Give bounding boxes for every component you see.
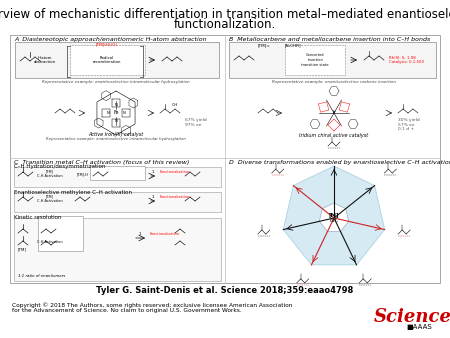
Text: Tyler G. Saint-Denis et al. Science 2018;359:eaao4798: Tyler G. Saint-Denis et al. Science 2018…	[96, 286, 354, 295]
Text: Functionalization: Functionalization	[160, 195, 190, 199]
Text: [TM]: [TM]	[18, 247, 27, 251]
Polygon shape	[320, 203, 349, 232]
FancyBboxPatch shape	[15, 42, 219, 78]
Text: Fig. 1 Overview of mechanistic differentiation in transition metal–mediated enan: Fig. 1 Overview of mechanistic different…	[0, 8, 450, 21]
Text: 1: 1	[152, 170, 154, 174]
Text: C  Transition metal C–H activation (focus of this review): C Transition metal C–H activation (focus…	[14, 160, 189, 165]
Text: Representative example: enantioselective intramolecular hydroxylation: Representative example: enantioselective…	[42, 80, 190, 84]
Text: Science: Science	[374, 308, 450, 326]
Text: [TM]=: [TM]=	[258, 43, 271, 47]
Text: Copyright © 2018 The Authors, some rights reserved; exclusive licensee American : Copyright © 2018 The Authors, some right…	[12, 302, 292, 313]
Text: N: N	[115, 119, 117, 123]
Text: Representative example: enantioselective carbene insertion: Representative example: enantioselective…	[272, 80, 396, 84]
Text: Ir: Ir	[332, 111, 336, 116]
Text: Radical
recombination: Radical recombination	[93, 56, 121, 64]
Text: N: N	[115, 103, 117, 107]
Text: 30% yield
57% ee
0.1 d +: 30% yield 57% ee 0.1 d +	[398, 118, 420, 131]
Text: Active Iron(III) catalyst: Active Iron(III) catalyst	[89, 132, 144, 137]
Text: Rh(II): S, 1-98: Rh(II): S, 1-98	[389, 56, 416, 60]
Text: Functionalization: Functionalization	[150, 232, 180, 236]
FancyBboxPatch shape	[90, 166, 145, 180]
Text: H-atom
abstraction: H-atom abstraction	[34, 56, 56, 64]
FancyBboxPatch shape	[229, 42, 436, 78]
Text: 1: 1	[139, 232, 141, 236]
Text: 67% yield
97% ee: 67% yield 97% ee	[185, 118, 207, 127]
Text: Representative example: enantioselective intramolecular hydroxylation: Representative example: enantioselective…	[46, 137, 186, 141]
FancyBboxPatch shape	[14, 167, 221, 187]
Text: C–H Hydration/desymmetrization: C–H Hydration/desymmetrization	[14, 164, 105, 169]
Text: [TM]-H: [TM]-H	[77, 172, 89, 176]
FancyBboxPatch shape	[285, 45, 345, 75]
FancyBboxPatch shape	[14, 192, 221, 212]
Text: Functionalization: Functionalization	[160, 170, 190, 174]
Text: [N₂CHR]: [N₂CHR]	[285, 43, 302, 47]
Text: functionalization.: functionalization.	[174, 18, 276, 31]
Text: B  Metallocarbene and metallocarbene insertion into C–H bonds: B Metallocarbene and metallocarbene inse…	[229, 37, 430, 42]
Text: [M]: [M]	[329, 213, 339, 217]
Text: 1:1 ratio of enantiomers: 1:1 ratio of enantiomers	[18, 274, 65, 278]
Text: C-H Activation: C-H Activation	[37, 240, 63, 244]
Text: N: N	[107, 111, 109, 115]
Text: [TM](H)(O): [TM](H)(O)	[96, 42, 118, 46]
Text: Fe: Fe	[113, 111, 119, 116]
Text: ■AAAS: ■AAAS	[406, 324, 432, 330]
FancyBboxPatch shape	[14, 218, 221, 281]
Text: cat.: cat.	[329, 218, 338, 223]
FancyBboxPatch shape	[38, 216, 83, 251]
Text: 1: 1	[152, 195, 154, 199]
Text: [TM]
C-H Activation: [TM] C-H Activation	[37, 195, 63, 203]
Text: [TM]
C-H Activation: [TM] C-H Activation	[37, 170, 63, 178]
FancyBboxPatch shape	[10, 35, 440, 283]
Text: OH: OH	[172, 103, 178, 107]
Polygon shape	[284, 166, 385, 265]
Text: A  Diastereotopic approach/enantiomeric H-atom abstraction: A Diastereotopic approach/enantiomeric H…	[14, 37, 207, 42]
Text: N: N	[122, 111, 126, 115]
Text: Concerted
insertion
transition state: Concerted insertion transition state	[301, 53, 329, 67]
Text: Catalysis: 0.1-500: Catalysis: 0.1-500	[389, 60, 424, 64]
Text: Iridium chiral active catalyst: Iridium chiral active catalyst	[299, 133, 369, 138]
Text: Enantioselective methylene C–H activation: Enantioselective methylene C–H activatio…	[14, 190, 132, 195]
Text: D  Diverse transformations enabled by enantioselective C–H activation: D Diverse transformations enabled by ena…	[229, 160, 450, 165]
Text: Kinetic resolution: Kinetic resolution	[14, 215, 62, 220]
FancyBboxPatch shape	[70, 45, 145, 75]
